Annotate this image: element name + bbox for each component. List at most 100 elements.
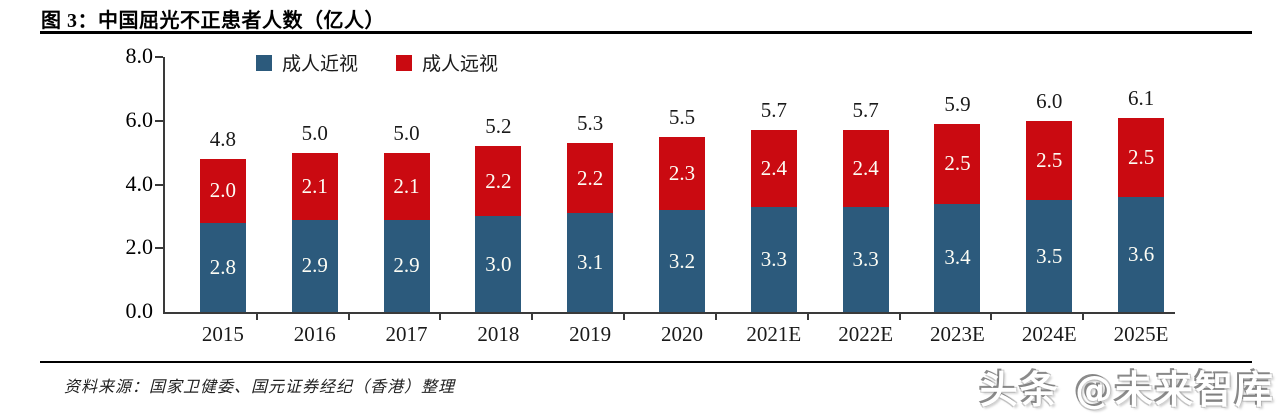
segment-value: 2.9 [301, 253, 328, 278]
hyperopia-swatch-icon [396, 54, 413, 71]
x-axis-tick [990, 314, 993, 320]
x-axis-label: 2023E [930, 322, 985, 346]
stacked-bar-2025E: 3.6 2.5 [1118, 117, 1165, 312]
total-value-label: 5.7 [760, 98, 787, 123]
y-axis-label: 2.0 [125, 234, 154, 260]
segment-value: 2.5 [1127, 144, 1155, 169]
segment-value: 3.0 [485, 251, 512, 276]
segment-myopia: 2.9 [383, 219, 430, 312]
total-value-label: 5.7 [852, 98, 879, 123]
segment-myopia: 3.6 [1118, 197, 1165, 312]
x-axis-tick [1082, 314, 1085, 320]
segment-value: 2.1 [301, 173, 328, 198]
total-value-label: 5.9 [944, 91, 971, 116]
segment-value: 2.1 [393, 173, 420, 198]
segment-value: 2.4 [852, 156, 879, 181]
legend-label: 成人近视 [282, 54, 359, 75]
segment-value: 3.3 [760, 246, 787, 271]
segment-hyperopia: 2.5 [1026, 120, 1073, 201]
stacked-bar-2015: 2.8 2.0 [199, 159, 246, 312]
x-axis-tick [347, 314, 350, 320]
segment-value: 3.6 [1127, 242, 1155, 267]
legend-item-myopia: 成人近视 [256, 49, 358, 76]
y-axis-tick [155, 247, 163, 250]
total-value-label: 4.8 [209, 127, 237, 151]
segment-value: 3.1 [577, 250, 604, 275]
x-axis-label: 2019 [569, 322, 612, 346]
segment-myopia: 3.3 [750, 206, 797, 312]
segment-value: 2.0 [209, 178, 237, 203]
chart-plot-area: 0.0 2.0 4.0 6.0 8.0 2.8 2.0 4.8 2015 2.9 2.1 5.0 201… [126, 43, 1175, 346]
toutiao-watermark: 头条 @未来智库 [979, 368, 1275, 412]
stacked-bar-2016: 2.9 2.1 [291, 152, 338, 312]
stacked-bar-2023E: 3.4 2.5 [934, 123, 981, 312]
x-axis-tick [439, 314, 442, 320]
y-axis-line [163, 57, 165, 314]
total-value-label: 5.3 [577, 111, 604, 136]
segment-value: 2.2 [485, 168, 512, 193]
x-axis-tick [623, 314, 626, 320]
segment-myopia: 3.3 [842, 206, 889, 312]
x-axis-tick [531, 314, 534, 320]
segment-myopia: 2.8 [199, 222, 246, 312]
stacked-bar-2022E: 3.3 2.4 [842, 130, 889, 312]
segment-hyperopia: 2.1 [291, 152, 338, 220]
segment-value: 3.4 [944, 245, 971, 270]
source-note: 资料来源：国家卫健委、国元证券经纪（香港）整理 [64, 379, 456, 396]
segment-value: 2.5 [1036, 148, 1063, 173]
segment-value: 2.3 [668, 160, 696, 185]
segment-hyperopia: 2.0 [199, 159, 246, 223]
x-axis-tick [255, 314, 258, 320]
total-value-label: 5.0 [393, 120, 420, 145]
x-axis-label: 2017 [385, 322, 428, 346]
x-axis-line [163, 312, 1175, 314]
x-axis-tick [714, 314, 717, 320]
total-value-label: 5.2 [485, 114, 512, 139]
x-axis-tick [806, 314, 809, 320]
segment-value: 3.5 [1036, 243, 1063, 268]
stacked-bar-2019: 3.1 2.2 [567, 143, 614, 312]
segment-myopia: 2.9 [291, 219, 338, 312]
stacked-bar-2018: 3.0 2.2 [475, 146, 522, 312]
segment-hyperopia: 2.3 [659, 136, 705, 210]
figure-title: 图 3：中国屈光不正患者人数（亿人） [41, 10, 385, 32]
y-axis-tick [155, 56, 163, 58]
segment-hyperopia: 2.1 [383, 152, 430, 220]
legend-item-hyperopia: 成人远视 [396, 49, 498, 76]
segment-hyperopia: 2.5 [1118, 117, 1165, 198]
y-axis-label: 6.0 [125, 106, 154, 132]
stacked-bar-2020: 3.2 2.3 [659, 136, 705, 312]
segment-value: 2.5 [944, 151, 971, 176]
segment-value: 3.2 [668, 248, 696, 273]
x-axis-label: 2016 [293, 322, 336, 346]
legend-label: 成人远视 [422, 54, 499, 75]
chart-legend: 成人近视 成人远视 [256, 49, 498, 76]
stacked-bar-2017: 2.9 2.1 [383, 152, 430, 312]
x-axis-label: 2025E [1113, 322, 1169, 346]
footer-divider [40, 361, 1252, 363]
segment-myopia: 3.5 [1026, 200, 1073, 312]
total-value-label: 5.0 [301, 120, 328, 145]
x-axis-label: 2020 [660, 322, 703, 346]
y-axis-label: 4.0 [125, 170, 154, 196]
title-underline [40, 31, 1252, 34]
x-axis-label: 2022E [838, 322, 894, 346]
x-axis-tick [898, 314, 901, 320]
myopia-swatch-icon [256, 54, 272, 71]
total-value-label: 6.0 [1036, 88, 1063, 113]
x-axis-label: 2024E [1021, 322, 1077, 346]
y-axis-tick [155, 119, 163, 122]
segment-value: 2.9 [393, 253, 420, 278]
x-axis-label: 2015 [201, 322, 244, 346]
y-axis-label: 0.0 [125, 297, 154, 323]
x-axis-label: 2018 [477, 322, 520, 346]
segment-hyperopia: 2.5 [934, 123, 981, 204]
segment-myopia: 3.1 [567, 213, 614, 312]
y-axis-label: 8.0 [125, 42, 154, 68]
segment-hyperopia: 2.2 [567, 143, 614, 214]
stacked-bar-2021E: 3.3 2.4 [750, 130, 797, 312]
segment-myopia: 3.4 [934, 203, 981, 312]
segment-myopia: 3.0 [475, 216, 522, 312]
segment-hyperopia: 2.2 [475, 146, 522, 217]
segment-myopia: 3.2 [659, 210, 705, 312]
